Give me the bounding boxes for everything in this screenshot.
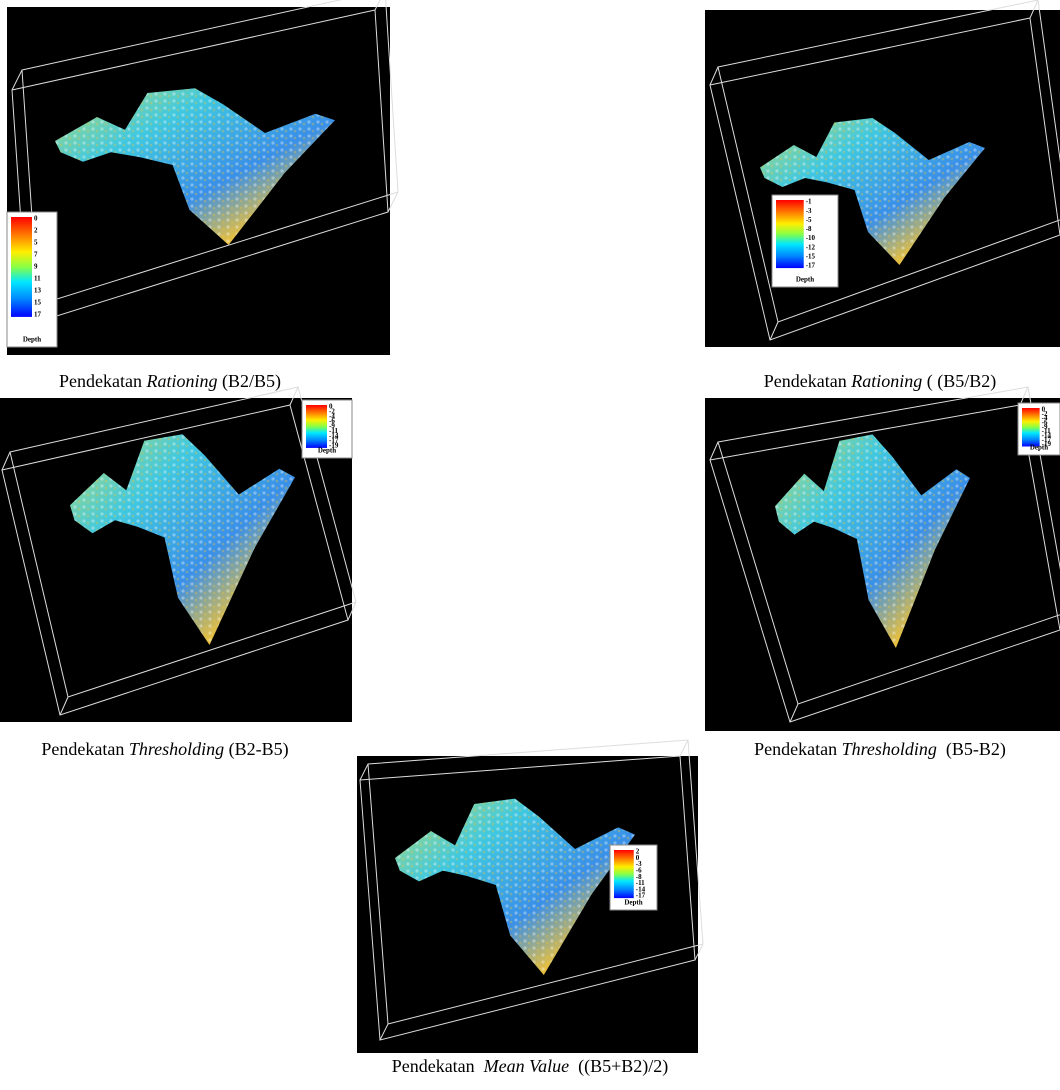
caption-suffix: ((B5+B2)/2) bbox=[569, 1056, 668, 1077]
caption: Pendekatan Mean Value ((B5+B2)/2) bbox=[392, 1056, 669, 1077]
legend-label: -8 bbox=[806, 225, 812, 233]
legend-label: 13 bbox=[34, 287, 42, 295]
caption-suffix: ( (B5/B2) bbox=[922, 371, 996, 392]
caption-italic: Thresholding bbox=[129, 739, 224, 759]
legend-label: -3 bbox=[806, 207, 812, 215]
legend-colorbar bbox=[614, 850, 634, 898]
legend-colorbar bbox=[1022, 408, 1040, 446]
legend-label: 17 bbox=[34, 311, 42, 319]
legend-label: -5 bbox=[806, 216, 812, 224]
legend-colorbar bbox=[11, 217, 32, 317]
legend-label: -1 bbox=[806, 198, 812, 206]
caption-italic: Rationing bbox=[850, 371, 922, 391]
caption: Pendekatan Rationing ( (B5/B2) bbox=[764, 371, 996, 392]
legend-title: Depth bbox=[1030, 444, 1048, 452]
caption-suffix: (B5-B2) bbox=[937, 739, 1006, 760]
legend-label: 5 bbox=[34, 239, 38, 247]
legend-label: -12 bbox=[806, 243, 816, 251]
legend-title: Depth bbox=[318, 447, 336, 455]
caption-italic: Mean Value bbox=[483, 1056, 569, 1076]
caption-prefix: Pendekatan bbox=[392, 1056, 484, 1076]
legend-label: -15 bbox=[806, 253, 816, 261]
legend-label: 15 bbox=[34, 299, 42, 307]
caption-italic: Thresholding bbox=[842, 739, 937, 759]
caption-suffix: (B2/B5) bbox=[217, 371, 281, 392]
panel: -1-3-5-8-10-12 -15-17 Depth Pendekatan Rati… bbox=[705, 0, 1060, 392]
caption-suffix: (B2-B5) bbox=[224, 739, 289, 760]
caption: Pendekatan Thresholding (B2-B5) bbox=[41, 739, 288, 760]
legend-colorbar bbox=[776, 200, 804, 268]
caption-prefix: Pendekatan bbox=[754, 739, 841, 759]
caption: Pendekatan Thresholding (B5-B2) bbox=[754, 739, 1006, 760]
figure: 0 2 5 7 9 11 13 15 17 Depth Pendekatan Rationing (… bbox=[0, 0, 1060, 1085]
caption: Pendekatan Rationing (B2/B5) bbox=[59, 371, 281, 392]
legend-label: 9 bbox=[34, 263, 38, 271]
legend-label: 7 bbox=[34, 251, 38, 259]
legend-title: Depth bbox=[23, 336, 41, 344]
legend-label: -17 bbox=[806, 262, 816, 270]
legend-label: 0 bbox=[34, 215, 38, 223]
caption-prefix: Pendekatan bbox=[41, 739, 128, 759]
legend-label: 2 bbox=[34, 227, 38, 235]
legend-label: -10 bbox=[806, 234, 816, 242]
caption-prefix: Pendekatan bbox=[59, 371, 146, 391]
bounding-box-edge bbox=[680, 740, 688, 756]
legend-title: Depth bbox=[624, 899, 642, 907]
legend-label: 11 bbox=[34, 275, 41, 283]
legend-title: Depth bbox=[796, 276, 814, 284]
caption-italic: Rationing bbox=[145, 371, 217, 391]
legend-colorbar bbox=[306, 405, 327, 448]
caption-prefix: Pendekatan bbox=[764, 371, 851, 391]
panel: 0 2 5 7 9 11 13 15 17 Depth Pendekatan Rationing (… bbox=[7, 0, 398, 392]
